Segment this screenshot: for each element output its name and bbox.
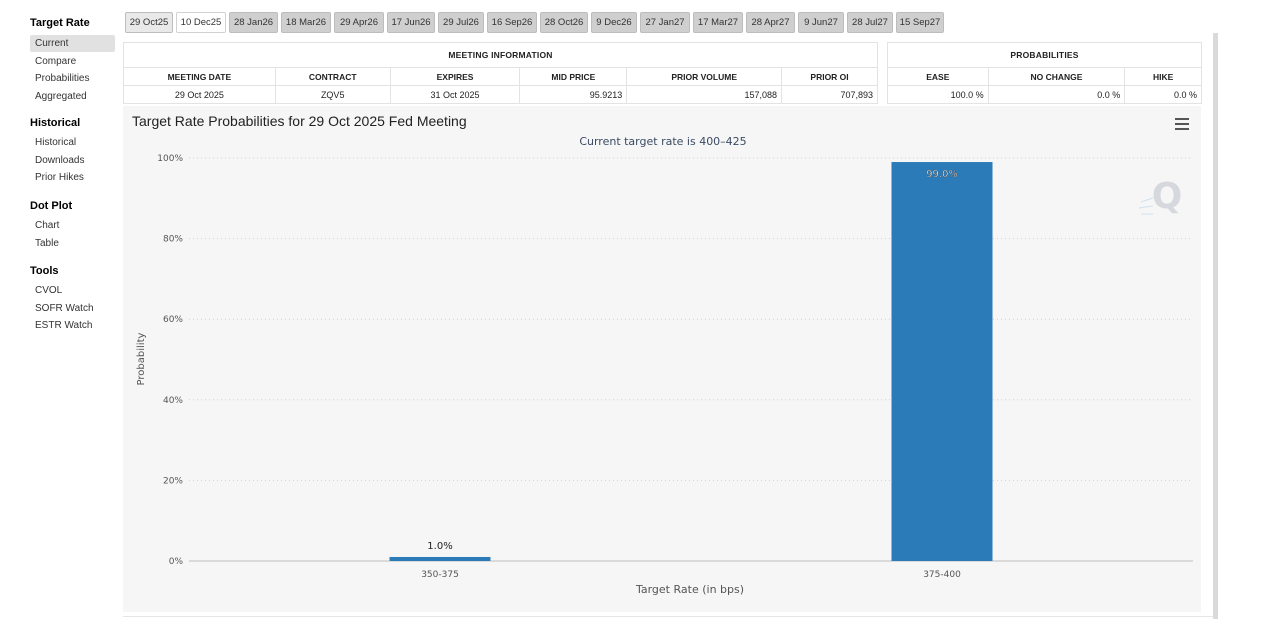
tab-28-jan26[interactable]: 28 Jan26	[229, 12, 278, 33]
sidebar-item-compare[interactable]: Compare	[35, 55, 77, 67]
page-scrollbar[interactable]	[1213, 33, 1218, 619]
chart-grid: 0% 20% 40% 60% 80% 100%	[157, 154, 1193, 567]
watermark-logo: Q	[1138, 176, 1183, 217]
col-meeting-date: MEETING DATE	[123, 67, 276, 86]
sidebar-section-dot-plot: Dot Plot	[30, 200, 73, 212]
col-no-change: NO CHANGE	[987, 67, 1126, 86]
bar-350-375[interactable]	[389, 556, 491, 561]
prior-oi-value: 707,893	[781, 85, 878, 104]
col-mid-price: MID PRICE	[519, 67, 628, 86]
tab-16-sep26[interactable]: 16 Sep26	[487, 12, 537, 33]
y-tick-label: 20%	[163, 476, 183, 486]
divider	[123, 616, 1213, 617]
tab-9-jun27[interactable]: 9 Jun27	[798, 12, 844, 33]
tab-29-apr26[interactable]: 29 Apr26	[334, 12, 384, 33]
tab-15-sep27[interactable]: 15 Sep27	[896, 12, 944, 33]
bar-375-400[interactable]	[891, 162, 993, 561]
chart-menu-icon[interactable]	[1175, 118, 1189, 130]
contract-value: ZQV5	[274, 85, 391, 104]
tab-10-dec25[interactable]: 10 Dec25	[176, 12, 226, 33]
data-label: 99.0%	[926, 169, 958, 180]
chart-subtitle: Current target rate is 400–425	[579, 135, 746, 148]
tab-28-oct26[interactable]: 28 Oct26	[540, 12, 588, 33]
probabilities-table: PROBABILITIES EASE NO CHANGE HIKE 100.0 …	[887, 42, 1202, 104]
sidebar-item-downloads[interactable]: Downloads	[35, 154, 85, 166]
y-tick-label: 100%	[157, 154, 183, 164]
expires-value: 31 Oct 2025	[389, 85, 521, 104]
chart-title: Target Rate Probabilities for 29 Oct 202…	[132, 113, 467, 129]
sidebar-item-estr-watch[interactable]: ESTR Watch	[35, 320, 93, 331]
sidebar-item-chart[interactable]: Chart	[35, 220, 60, 231]
no-change-value: 0.0 %	[987, 85, 1126, 104]
y-axis-label: Probability	[136, 332, 147, 385]
col-contract: CONTRACT	[274, 67, 391, 86]
y-tick-label: 40%	[163, 396, 183, 406]
y-tick-label: 60%	[163, 315, 183, 325]
tab-29-jul26[interactable]: 29 Jul26	[438, 12, 484, 33]
sidebar: Target Rate Current Compare Probabilities Ag…	[0, 0, 122, 619]
col-expires: EXPIRES	[389, 67, 521, 86]
sidebar-section-tools: Tools	[30, 265, 59, 277]
tab-9-dec26[interactable]: 9 Dec26	[591, 12, 637, 33]
tab-18-mar26[interactable]: 18 Mar26	[281, 12, 331, 33]
meeting-date-value: 29 Oct 2025	[123, 85, 276, 104]
sidebar-item-aggregated[interactable]: Aggregated	[35, 90, 87, 102]
chart-panel: Target Rate Probabilities for 29 Oct 202…	[123, 106, 1201, 612]
x-tick-label: 350-375	[421, 570, 459, 580]
tab-29-oct25[interactable]: 29 Oct25	[125, 12, 173, 33]
sidebar-item-prior-hikes[interactable]: Prior Hikes	[35, 172, 84, 183]
probability-chart: Current target rate is 400–425 0% 20% 40% 6…	[136, 135, 1193, 596]
sidebar-item-sofr-watch[interactable]: SOFR Watch	[35, 302, 94, 314]
svg-text:Q: Q	[1152, 176, 1183, 217]
meeting-info-table: MEETING INFORMATION MEETING DATE CONTRAC…	[123, 42, 878, 104]
probabilities-title: PROBABILITIES	[887, 42, 1202, 68]
data-label: 1.0%	[427, 541, 452, 552]
sidebar-item-current[interactable]: Current	[30, 35, 115, 52]
chart-bars: 1.0% 350-375 99.0% 375-400	[389, 162, 993, 580]
meeting-info-title: MEETING INFORMATION	[123, 42, 878, 68]
prior-volume-value: 157,088	[626, 85, 783, 104]
mid-price-value: 95.9213	[519, 85, 628, 104]
tab-28-jul27[interactable]: 28 Jul27	[847, 12, 893, 33]
ease-value: 100.0 %	[887, 85, 989, 104]
tab-27-jan27[interactable]: 27 Jan27	[640, 12, 690, 33]
sidebar-section-historical: Historical	[30, 117, 81, 129]
x-axis-label: Target Rate (in bps)	[635, 583, 744, 596]
tab-17-jun26[interactable]: 17 Jun26	[387, 12, 435, 33]
sidebar-item-table[interactable]: Table	[35, 237, 59, 249]
tab-28-apr27[interactable]: 28 Apr27	[746, 12, 795, 33]
sidebar-item-cvol[interactable]: CVOL	[35, 285, 63, 296]
sidebar-item-historical[interactable]: Historical	[35, 137, 77, 148]
x-tick-label: 375-400	[923, 570, 961, 580]
sidebar-item-probabilities[interactable]: Probabilities	[35, 73, 90, 84]
col-prior-oi: PRIOR OI	[781, 67, 878, 86]
col-ease: EASE	[887, 67, 989, 86]
col-prior-volume: PRIOR VOLUME	[626, 67, 783, 86]
sidebar-section-target-rate: Target Rate	[30, 17, 90, 29]
tab-17-mar27[interactable]: 17 Mar27	[693, 12, 743, 33]
y-tick-label: 80%	[163, 235, 183, 245]
y-tick-label: 0%	[169, 557, 184, 567]
col-hike: HIKE	[1124, 67, 1202, 86]
hike-value: 0.0 %	[1124, 85, 1202, 104]
